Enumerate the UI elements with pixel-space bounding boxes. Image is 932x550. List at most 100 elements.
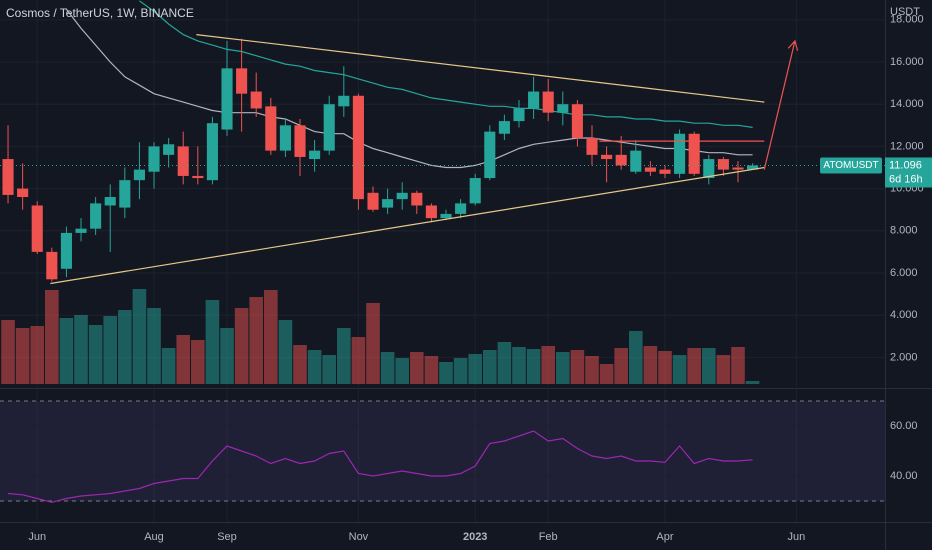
candle-body	[265, 106, 277, 151]
volume-bar	[147, 308, 161, 384]
candle-body	[674, 133, 686, 174]
volume-bar	[176, 335, 191, 384]
y-tick-label: 4.000	[890, 309, 918, 321]
volume-bar	[380, 352, 395, 384]
trend-line	[50, 166, 765, 285]
volume-bar	[351, 337, 366, 384]
candle-body	[279, 125, 291, 151]
volume-bar	[59, 318, 74, 384]
volume-bar	[45, 290, 59, 384]
volume-bar	[658, 351, 672, 384]
candle-body	[498, 121, 510, 134]
volume-bar	[745, 381, 760, 384]
candle-body	[557, 104, 569, 113]
volume-bar	[483, 350, 497, 384]
y-tick-label: 16.000	[890, 56, 924, 68]
candle-body	[119, 180, 131, 208]
x-tick-label: Jun	[788, 531, 806, 543]
y-tick-label: 12.000	[890, 140, 924, 152]
candle-body	[425, 205, 437, 219]
trend-line	[763, 40, 796, 170]
volume-bar	[468, 354, 483, 384]
volume-bar	[687, 348, 701, 384]
volume-bar	[512, 347, 526, 384]
symbol-label: ATOMUSDT	[823, 160, 878, 171]
x-tick-label: Sep	[217, 531, 237, 543]
y-tick-label: 18.000	[890, 14, 924, 26]
candle-body	[411, 192, 423, 206]
candle-body	[46, 251, 58, 280]
volume-bar	[395, 358, 410, 384]
candle-body	[484, 131, 496, 179]
candle-body	[703, 159, 715, 179]
currency-label: USDT	[890, 6, 920, 18]
countdown-label: 6d 16h	[889, 173, 923, 185]
volume-bar	[453, 358, 468, 384]
rsi-tick-label: 40.00	[890, 470, 918, 482]
volume-bar	[337, 328, 351, 384]
candle-body	[294, 125, 306, 157]
volume-bar	[628, 331, 643, 384]
candle-body	[323, 104, 335, 151]
volume-bar	[161, 348, 176, 384]
candle-body	[382, 199, 394, 208]
volume-bar	[716, 355, 731, 384]
volume-bar	[555, 352, 570, 384]
last-price-label: 11.096	[889, 159, 922, 171]
volume-bar	[322, 355, 337, 384]
x-tick-label: Feb	[539, 531, 558, 543]
candle-body	[221, 68, 233, 130]
candle-body	[192, 175, 204, 179]
candle-body	[396, 192, 408, 200]
candle-body	[338, 95, 350, 107]
price-badge	[885, 157, 932, 188]
candle-body	[133, 169, 145, 181]
x-tick-label: Jun	[28, 531, 46, 543]
volume-bar	[15, 328, 30, 384]
rsi-line	[7, 430, 753, 503]
volume-bar	[278, 320, 293, 384]
rsi-tick-label: 60.00	[890, 420, 918, 432]
candle-body	[309, 150, 321, 160]
volume-bar	[264, 290, 278, 384]
volume-bar	[205, 300, 220, 384]
volume-bar	[526, 349, 541, 384]
candle-body	[630, 150, 642, 172]
rsi-band	[0, 401, 885, 501]
volume-bar	[439, 362, 453, 384]
volume-bar	[88, 325, 103, 384]
volume-bar	[234, 308, 249, 384]
candle-body	[104, 197, 116, 206]
candle-body	[732, 167, 744, 170]
volume-bar	[293, 345, 307, 384]
volume-bar	[541, 346, 555, 384]
y-tick-label: 2.000	[890, 351, 918, 363]
moving-average	[65, 8, 753, 169]
candle-body	[469, 178, 481, 204]
volume-bar	[410, 352, 424, 384]
candle-body	[177, 146, 189, 176]
candle-body	[717, 159, 729, 170]
candle-body	[206, 123, 218, 181]
chart-title: Cosmos / TetherUS, 1W, BINANCE	[6, 6, 194, 20]
volume-bar	[307, 350, 322, 384]
candle-body	[528, 91, 540, 109]
y-tick-label: 6.000	[890, 267, 918, 279]
volume-bar	[220, 328, 234, 384]
candle-body	[586, 137, 598, 155]
candle-body	[601, 154, 613, 160]
x-tick-label: Apr	[656, 531, 673, 543]
x-tick-label: Aug	[144, 531, 164, 543]
volume-bar	[497, 342, 512, 384]
candle-body	[352, 95, 364, 200]
candle-body	[17, 188, 29, 198]
volume-bar	[731, 347, 745, 384]
x-tick-label: 2023	[463, 531, 487, 543]
x-tick-label: Nov	[349, 531, 369, 543]
arrow-head	[787, 39, 799, 51]
candle-body	[659, 169, 671, 174]
candle-body	[31, 205, 43, 252]
volume-bar	[191, 340, 205, 384]
candle-body	[688, 133, 700, 174]
